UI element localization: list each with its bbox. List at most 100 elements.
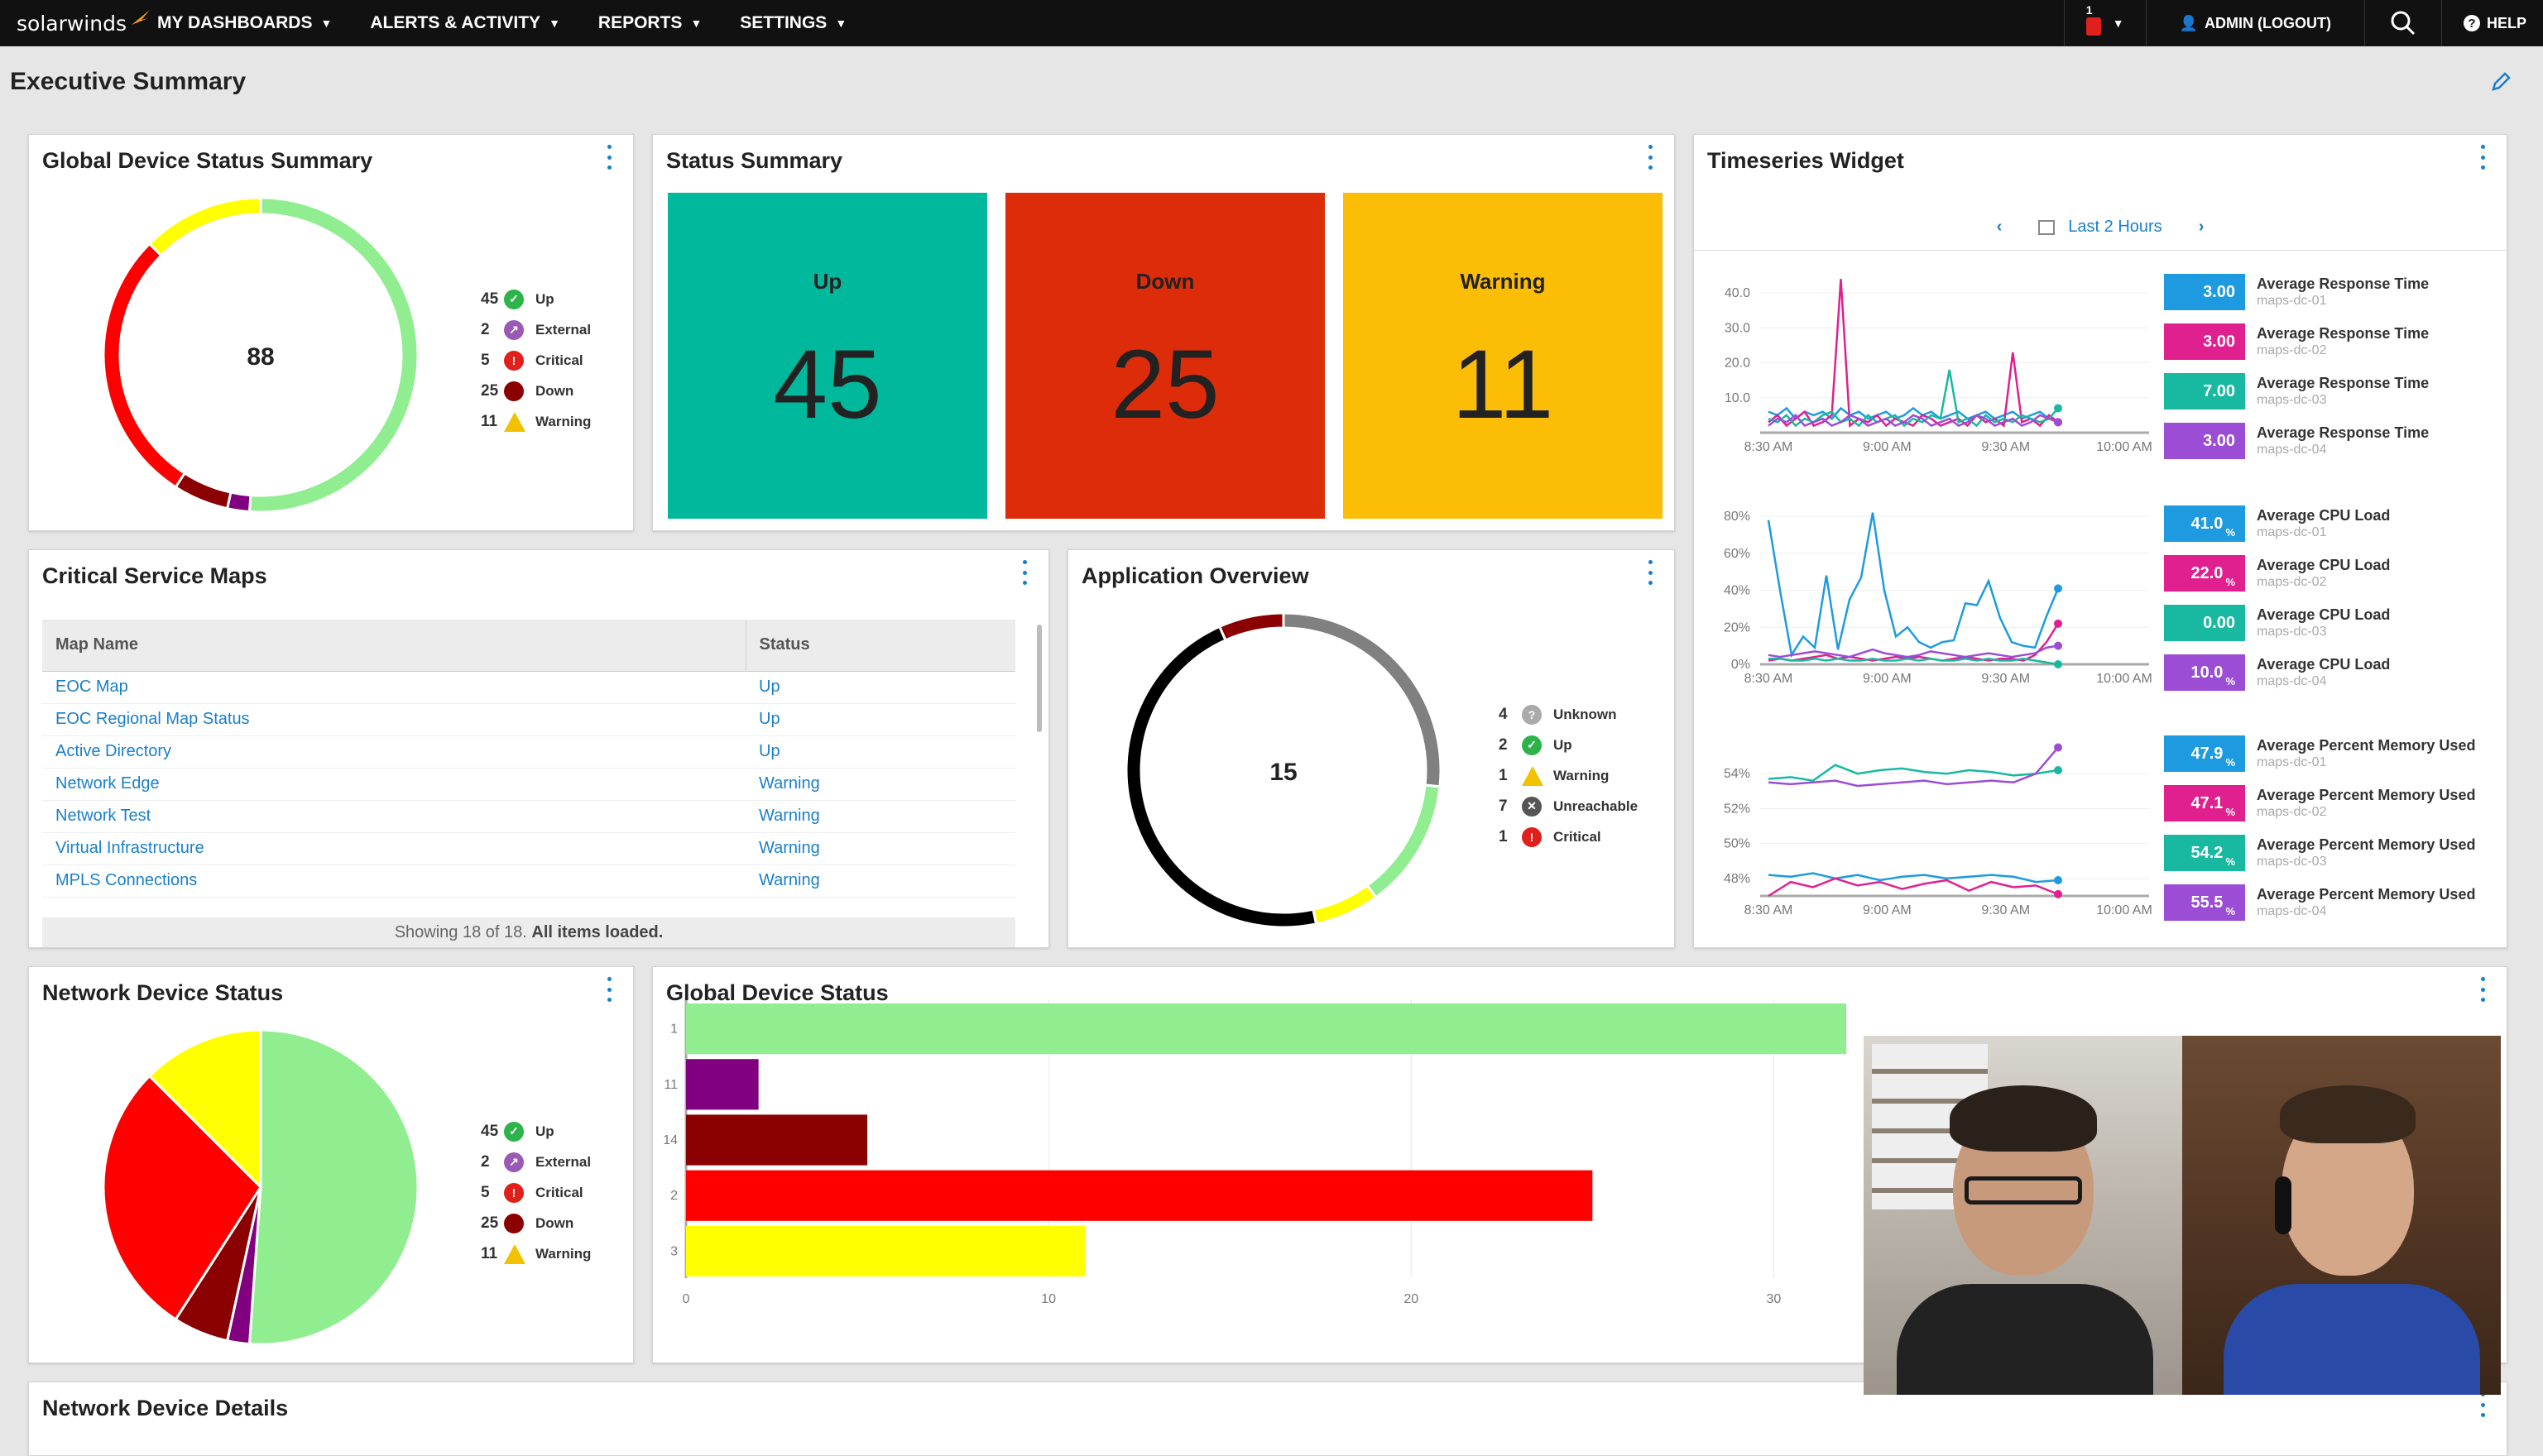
table-scrollbar[interactable] xyxy=(1037,625,1042,732)
notifications-button[interactable]: 1 ▼ xyxy=(2063,0,2146,46)
ts-value-badge[interactable]: 54.2% xyxy=(2164,835,2245,871)
legend-row[interactable]: 1 Warning xyxy=(1499,760,1638,791)
ts-value-badge[interactable]: 55.5% xyxy=(2164,884,2245,921)
ts-value-badge[interactable]: 47.1% xyxy=(2164,785,2245,821)
table-row[interactable]: Virtual Infrastructure Warning xyxy=(42,832,1015,865)
nav-my-dashboards[interactable]: MY DASHBOARDS ▼ xyxy=(157,13,332,33)
widget-menu-icon[interactable] xyxy=(1020,560,1029,585)
ts-series-endpoint[interactable] xyxy=(2054,889,2062,898)
widget-menu-icon[interactable] xyxy=(2478,145,2487,170)
pie-slice-critical[interactable] xyxy=(174,471,233,510)
range-label[interactable]: Last 2 Hours xyxy=(2068,218,2162,236)
widget-menu-icon[interactable] xyxy=(2478,977,2487,1002)
pie-slice-critical[interactable] xyxy=(1217,611,1285,642)
map-status-link[interactable]: Up xyxy=(746,703,1015,736)
bar-11[interactable] xyxy=(686,1059,759,1110)
widget-menu-icon[interactable] xyxy=(605,977,613,1002)
map-status-link[interactable]: Warning xyxy=(746,864,1015,898)
map-name-link[interactable]: Virtual Infrastructure xyxy=(42,832,746,865)
nav-settings[interactable]: SETTINGS ▼ xyxy=(740,13,847,33)
ts-series-endpoint[interactable] xyxy=(2054,876,2062,884)
edit-pencil-icon[interactable] xyxy=(2490,71,2512,93)
legend-row[interactable]: 25 Down xyxy=(481,1208,591,1238)
map-status-link[interactable]: Up xyxy=(746,671,1015,704)
pie-slice-up[interactable] xyxy=(1365,783,1442,899)
nav-reports[interactable]: REPORTS ▼ xyxy=(598,13,702,33)
legend-row[interactable]: 4? Unknown xyxy=(1499,699,1638,730)
ts-value-badge[interactable]: 47.9% xyxy=(2164,735,2245,772)
status-tile-up[interactable]: Up 45 xyxy=(668,193,987,519)
status-tile-down[interactable]: Down 25 xyxy=(1005,193,1325,519)
search-button[interactable] xyxy=(2363,0,2441,46)
pie-slice-critical[interactable] xyxy=(102,1074,262,1321)
pie-slice-warning[interactable] xyxy=(147,196,262,257)
help-button[interactable]: ? HELP xyxy=(2440,0,2543,46)
pie-slice-unknown[interactable] xyxy=(1282,611,1442,788)
table-row[interactable]: EOC Map Up xyxy=(42,671,1015,704)
map-name-link[interactable]: Network Edge xyxy=(42,768,746,801)
bar-3[interactable] xyxy=(686,1225,1085,1276)
map-name-link[interactable]: Network Test xyxy=(42,800,746,833)
legend-row[interactable]: 11 Warning xyxy=(481,406,591,437)
bar-14[interactable] xyxy=(686,1114,868,1166)
legend-row[interactable]: 1! Critical xyxy=(1499,821,1638,852)
ts-value-badge[interactable]: 22.0% xyxy=(2164,555,2245,592)
ts-value-badge[interactable]: 3.00 xyxy=(2164,423,2245,459)
widget-menu-icon[interactable] xyxy=(1646,145,1654,170)
map-status-link[interactable]: Up xyxy=(746,735,1015,769)
nav-alerts-activity[interactable]: ALERTS & ACTIVITY ▼ xyxy=(370,13,560,33)
next-range-icon[interactable]: › xyxy=(2198,218,2205,236)
ts-value-badge[interactable]: 0.00 xyxy=(2164,605,2245,641)
map-status-link[interactable]: Warning xyxy=(746,800,1015,833)
map-name-link[interactable]: EOC Map xyxy=(42,671,746,704)
table-row[interactable]: Network Test Warning xyxy=(42,800,1015,833)
ts-series-endpoint[interactable] xyxy=(2054,404,2062,413)
map-status-link[interactable]: Warning xyxy=(746,768,1015,801)
legend-row[interactable]: 5! Critical xyxy=(481,345,591,376)
widget-menu-icon[interactable] xyxy=(1646,560,1654,585)
previous-range-icon[interactable]: ‹ xyxy=(1996,218,2003,236)
pie-slice-up[interactable] xyxy=(247,1028,420,1346)
bar-1[interactable] xyxy=(686,1003,1846,1055)
map-name-link[interactable]: EOC Regional Map Status xyxy=(42,703,746,736)
legend-row[interactable]: 45 ✓ Up xyxy=(481,284,591,314)
legend-row[interactable]: 45 ✓ Up xyxy=(481,1116,591,1147)
table-row[interactable]: EOC Regional Map Status Up xyxy=(42,703,1015,736)
legend-row[interactable]: 2 ✓ Up xyxy=(1499,730,1638,760)
ts-value-badge[interactable]: 3.00 xyxy=(2164,323,2245,360)
legend-row[interactable]: 7 ✕ Unreachable xyxy=(1499,791,1638,821)
widget-menu-icon[interactable] xyxy=(2478,1392,2487,1417)
map-name-link[interactable]: Active Directory xyxy=(42,735,746,769)
widget-menu-icon[interactable] xyxy=(605,145,613,170)
ts-series-endpoint[interactable] xyxy=(2054,743,2062,752)
map-name-link[interactable]: MPLS Connections xyxy=(42,864,746,898)
legend-row[interactable]: 5! Critical xyxy=(481,1177,591,1208)
table-row[interactable]: Network Edge Warning xyxy=(42,768,1015,801)
table-row[interactable]: MPLS Connections Warning xyxy=(42,864,1015,898)
column-header-status[interactable]: Status xyxy=(745,620,1015,672)
column-header-map-name[interactable]: Map Name xyxy=(42,620,746,672)
table-row[interactable]: Active Directory Up xyxy=(42,735,1015,769)
bar-2[interactable] xyxy=(686,1170,1593,1221)
admin-logout-link[interactable]: 👤 ADMIN (LOGOUT) xyxy=(2145,0,2364,46)
ts-value-badge[interactable]: 41.0% xyxy=(2164,505,2245,542)
ts-series-endpoint[interactable] xyxy=(2054,418,2062,427)
pie-slice-down[interactable] xyxy=(102,242,187,489)
ts-value-badge[interactable]: 3.00 xyxy=(2164,274,2245,310)
pie-slice-up[interactable] xyxy=(247,196,420,514)
ts-series-endpoint[interactable] xyxy=(2054,584,2062,593)
map-status-link[interactable]: Warning xyxy=(746,832,1015,865)
legend-row[interactable]: 11 Warning xyxy=(481,1238,591,1269)
legend-row[interactable]: 2 ↗ External xyxy=(481,1147,591,1177)
status-tile-warning[interactable]: Warning 11 xyxy=(1343,193,1663,519)
pie-slice-warning[interactable] xyxy=(1311,884,1378,926)
ts-value-badge[interactable]: 10.0% xyxy=(2164,654,2245,691)
legend-row[interactable]: 2 ↗ External xyxy=(481,314,591,345)
ts-series-endpoint[interactable] xyxy=(2054,641,2062,650)
solarwinds-logo[interactable]: solarwinds xyxy=(0,10,157,36)
ts-value-badge[interactable]: 7.00 xyxy=(2164,373,2245,410)
ts-series-endpoint[interactable] xyxy=(2054,660,2062,668)
pie-slice-warning[interactable] xyxy=(147,1028,262,1190)
ts-series-endpoint[interactable] xyxy=(2054,619,2062,628)
legend-row[interactable]: 25 Down xyxy=(481,376,591,406)
